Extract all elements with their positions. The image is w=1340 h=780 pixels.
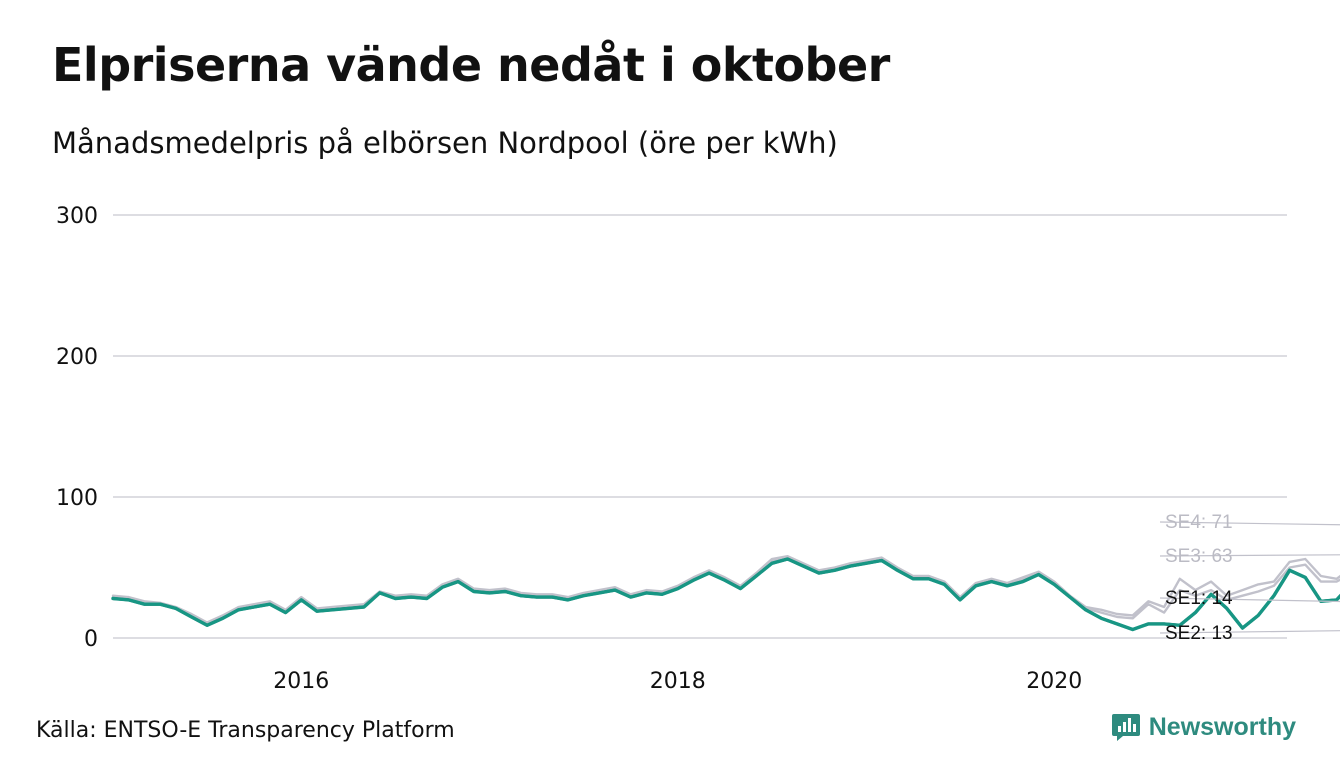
series-line-se3 bbox=[111, 556, 1340, 626]
y-tick-label-200: 200 bbox=[56, 345, 98, 370]
leader-line-se3 bbox=[1159, 554, 1340, 557]
series-line-se1 bbox=[111, 557, 1340, 631]
leader-line-se2 bbox=[1159, 630, 1340, 634]
brand-name: Newsworthy bbox=[1148, 712, 1296, 741]
series-end-label-se1: SE1: 14 bbox=[1165, 588, 1233, 609]
brand-logo: Newsworthy bbox=[1111, 712, 1296, 742]
series-end-label-se3: SE3: 63 bbox=[1165, 546, 1233, 567]
series-line-se4 bbox=[111, 555, 1340, 624]
y-tick-label-300: 300 bbox=[56, 204, 98, 229]
x-tick-label-2020: 2020 bbox=[1026, 669, 1082, 694]
chart-title: Elpriserna vände nedåt i oktober bbox=[52, 38, 890, 92]
y-tick-label-100: 100 bbox=[56, 486, 98, 511]
y-tick-label-0: 0 bbox=[84, 627, 98, 652]
leader-line-se4 bbox=[1159, 521, 1340, 526]
chart-subtitle: Månadsmedelpris på elbörsen Nordpool (ör… bbox=[52, 126, 838, 160]
x-tick-label-2018: 2018 bbox=[650, 669, 706, 694]
leader-line-se1 bbox=[1159, 597, 1340, 603]
series-line-se2 bbox=[111, 557, 1340, 632]
source-note: Källa: ENTSO-E Transparency Platform bbox=[36, 718, 455, 743]
x-tick-label-2016: 2016 bbox=[273, 669, 329, 694]
series-end-label-se2: SE2: 13 bbox=[1165, 623, 1233, 644]
series-end-label-se4: SE4: 71 bbox=[1165, 512, 1233, 533]
newsworthy-logo-icon bbox=[1111, 712, 1141, 742]
